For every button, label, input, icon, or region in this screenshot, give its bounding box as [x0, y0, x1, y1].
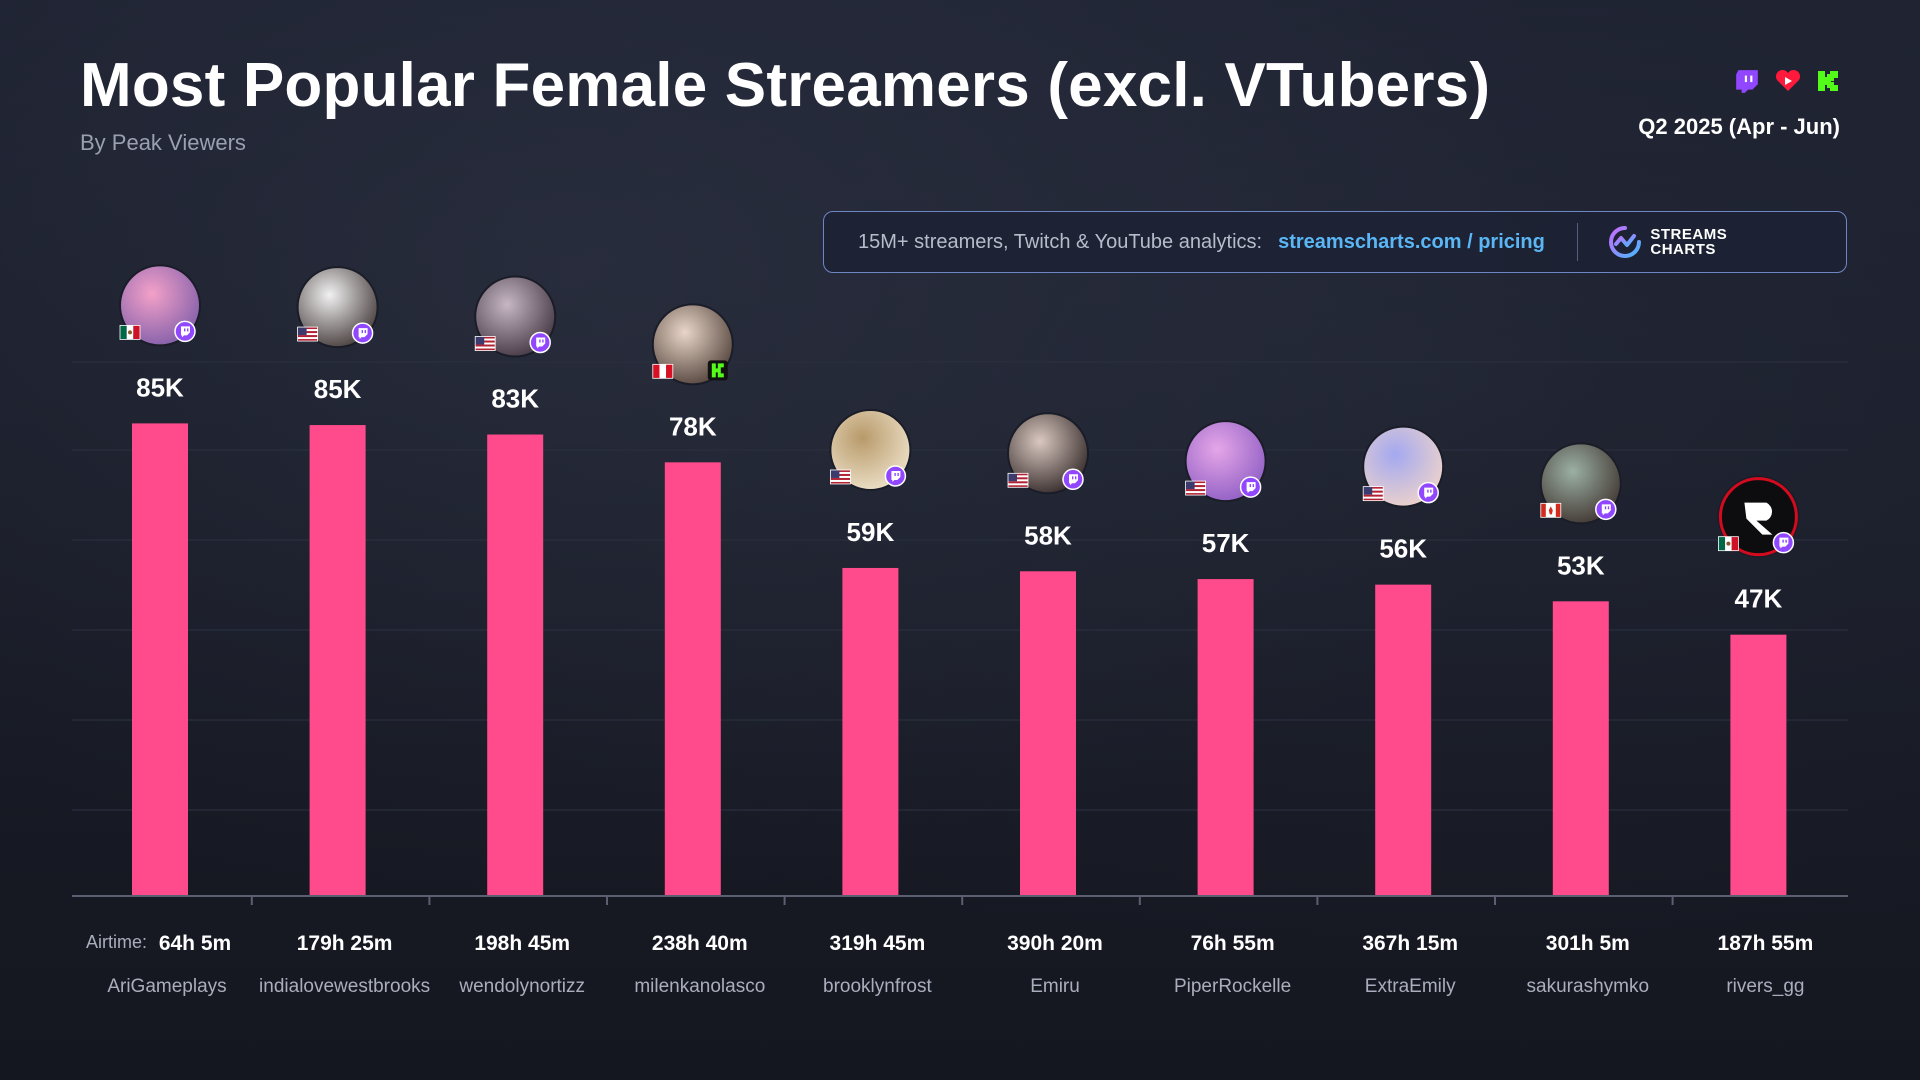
airtime-label: 301h 5m	[1546, 932, 1630, 955]
streams-charts-logo-icon	[1609, 226, 1642, 258]
airtime-label: 64h 5m	[159, 932, 231, 955]
avatar-sakurashymko[interactable]	[1539, 442, 1622, 525]
kick-icon	[707, 360, 728, 381]
twitch-icon	[529, 331, 551, 354]
category-label: brooklynfrost	[823, 976, 932, 997]
category-label: rivers_gg	[1726, 976, 1804, 997]
value-label: 83K	[491, 384, 539, 414]
airtime-label: 198h 45m	[474, 932, 570, 955]
category-label: wendolynortizz	[458, 976, 585, 997]
promo-banner[interactable]: 15M+ streamers, Twitch & YouTube analyti…	[823, 211, 1847, 273]
airtime-label: 319h 45m	[830, 932, 926, 955]
value-label: 59K	[847, 517, 895, 547]
bar-milenkanolasco	[664, 462, 721, 896]
airtime-prefix: Airtime:	[86, 932, 147, 952]
category-label: ExtraEmily	[1365, 976, 1456, 997]
flag-pe-icon	[652, 363, 674, 379]
chart-subtitle: By Peak Viewers	[80, 130, 246, 155]
period-label: Q2 2025 (Apr - Jun)	[1638, 114, 1840, 139]
bar-rivers_gg	[1730, 634, 1787, 896]
value-label: 57K	[1202, 528, 1250, 558]
flag-us-icon	[1185, 480, 1206, 496]
bar-Emiru	[1020, 571, 1076, 896]
value-label: 53K	[1557, 550, 1605, 580]
twitch-icon	[174, 320, 196, 343]
avatar-rivers_gg[interactable]	[1717, 475, 1800, 558]
flag-mx-icon	[119, 324, 141, 340]
twitch-icon	[884, 465, 907, 487]
grid-lines	[72, 361, 1848, 811]
category-label: PiperRockelle	[1174, 976, 1291, 997]
chart-title: Most Popular Female Streamers (excl. VTu…	[80, 51, 1491, 120]
avatar-AriGameplays[interactable]	[119, 264, 201, 347]
category-label: sakurashymko	[1527, 976, 1650, 997]
promo-divider	[1576, 223, 1579, 261]
bar-sakurashymko	[1552, 601, 1609, 896]
value-label: 56K	[1379, 534, 1427, 564]
bar-wendolynortizz	[487, 434, 544, 896]
promo-link[interactable]: streamscharts.com / pricing	[1278, 230, 1545, 253]
avatar-Emiru[interactable]	[1007, 412, 1089, 495]
twitch-icon	[1062, 468, 1084, 491]
category-label: milenkanolasco	[634, 976, 765, 997]
flag-us-icon	[1007, 472, 1029, 488]
flag-ca-icon	[1540, 502, 1562, 518]
avatar-wendolynortizz[interactable]	[474, 275, 557, 358]
labels: 85K 64h 5m AriGameplays 85K 179h 25m indialov…	[86, 372, 1813, 997]
avatar-milenkanolasco[interactable]	[651, 303, 734, 386]
twitch-icon	[1417, 481, 1439, 504]
flag-us-icon	[1362, 486, 1384, 502]
avatar-PiperRockelle[interactable]	[1184, 420, 1267, 503]
youtube-icon	[1774, 69, 1802, 93]
twitch-icon	[1239, 476, 1262, 498]
flag-us-icon	[830, 469, 851, 485]
avatar-brooklynfrost[interactable]	[829, 408, 912, 491]
value-label: 78K	[669, 411, 717, 441]
logo-line2: CHARTS	[1650, 241, 1716, 258]
bar-AriGameplays	[132, 423, 188, 896]
avatars	[119, 264, 1800, 558]
twitch-icon	[1772, 531, 1795, 554]
airtime-label: 390h 20m	[1007, 932, 1103, 955]
x-axis	[72, 895, 1848, 905]
flag-us-icon	[474, 336, 496, 351]
kick-icon	[1816, 69, 1840, 93]
flag-us-icon	[297, 326, 319, 342]
airtime-label: 238h 40m	[652, 932, 748, 955]
twitch-icon	[351, 322, 374, 344]
twitch-icon	[1734, 68, 1760, 94]
value-label: 58K	[1024, 520, 1072, 550]
bar-brooklynfrost	[842, 567, 899, 896]
streams-charts-logo[interactable]: STREAMS CHARTS	[1608, 225, 1727, 259]
bars	[132, 423, 1787, 896]
value-label: 47K	[1735, 584, 1783, 614]
airtime-label: 179h 25m	[297, 932, 393, 955]
category-label: indialovewestbrooks	[259, 976, 430, 997]
airtime-label: 76h 55m	[1191, 932, 1275, 955]
value-label: 85K	[136, 372, 184, 402]
promo-text: 15M+ streamers, Twitch & YouTube analyti…	[858, 230, 1263, 253]
twitch-icon	[1595, 498, 1617, 521]
logo-line1: STREAMS	[1650, 226, 1728, 243]
flag-mx-icon	[1718, 536, 1739, 552]
avatar-ExtraEmily[interactable]	[1362, 425, 1445, 508]
value-label: 85K	[314, 374, 362, 404]
platform-icons	[1734, 68, 1840, 94]
bar-ExtraEmily	[1375, 584, 1432, 896]
category-label: AriGameplays	[107, 976, 226, 997]
airtime-label: 367h 15m	[1362, 932, 1458, 955]
bar-indialovewestbrooks	[309, 425, 366, 896]
avatar-indialovewestbrooks[interactable]	[296, 266, 379, 349]
airtime-label: 187h 55m	[1718, 932, 1814, 955]
bar-PiperRockelle	[1197, 579, 1254, 896]
category-label: Emiru	[1030, 976, 1080, 997]
